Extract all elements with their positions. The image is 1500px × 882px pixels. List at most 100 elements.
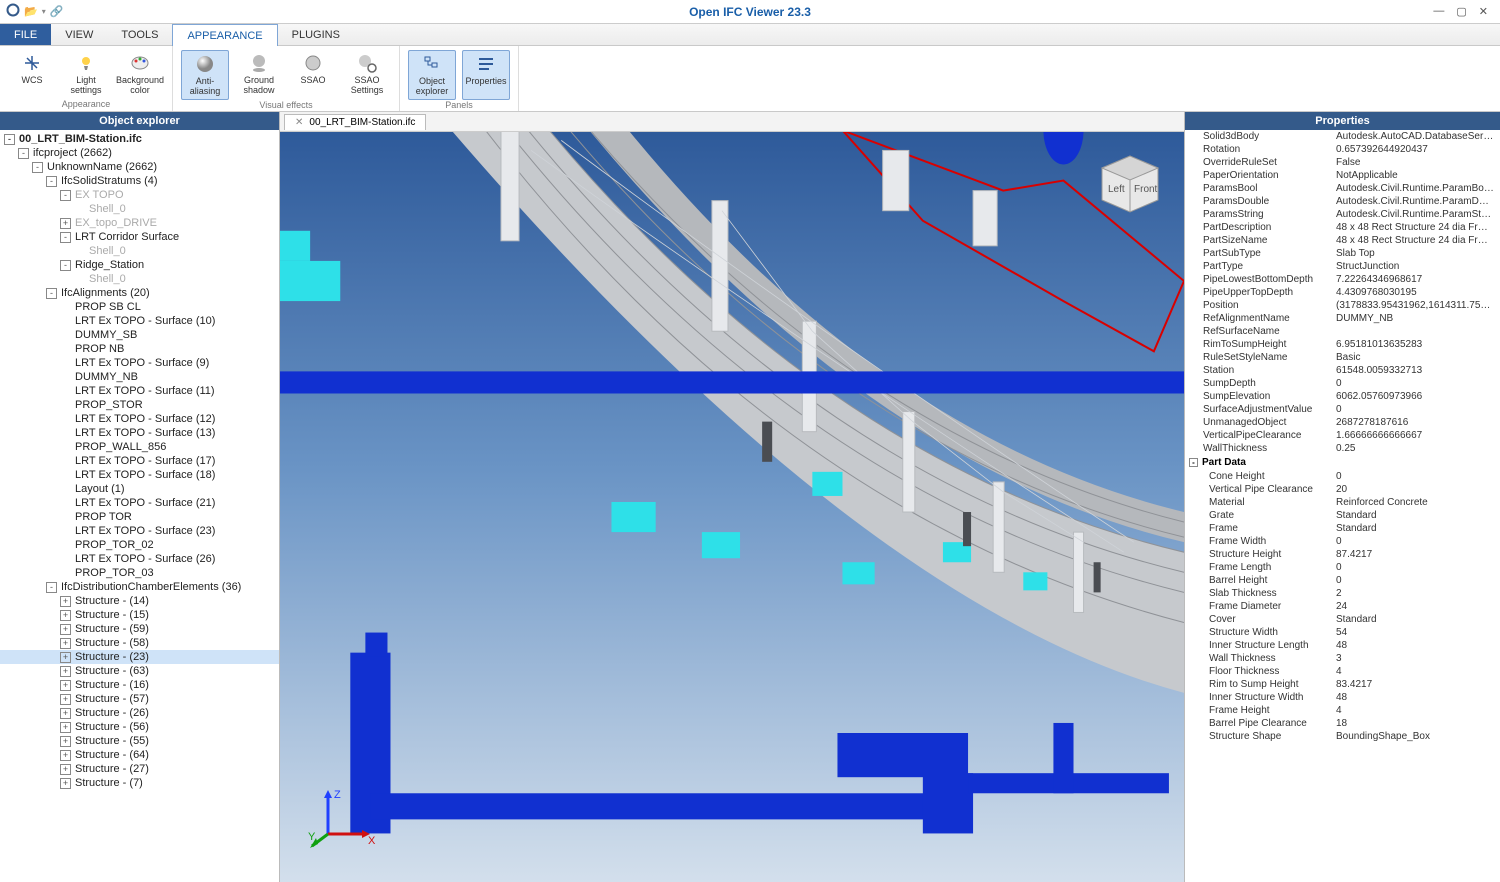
tree-row[interactable]: LRT Ex TOPO - Surface (11) [0,384,279,398]
expand-icon[interactable]: + [60,750,71,761]
expand-icon[interactable]: + [60,778,71,789]
tree-row[interactable]: +EX_topo_DRIVE [0,216,279,230]
object-tree[interactable]: -00_LRT_BIM-Station.ifc-ifcproject (2662… [0,130,279,882]
tree-row[interactable]: +Structure - (64) [0,748,279,762]
expand-icon[interactable]: - [32,162,43,173]
expand-icon[interactable]: - [18,148,29,159]
tree-row[interactable]: +Structure - (16) [0,678,279,692]
tree-row[interactable]: -IfcSolidStratums (4) [0,174,279,188]
expand-icon[interactable]: + [60,764,71,775]
tree-row[interactable]: +Structure - (58) [0,636,279,650]
close-button[interactable]: ✕ [1479,5,1488,18]
tree-row[interactable]: PROP TOR [0,510,279,524]
expand-icon[interactable]: - [60,260,71,271]
menu-plugins[interactable]: PLUGINS [278,24,354,45]
tree-row[interactable]: PROP_STOR [0,398,279,412]
tree-row[interactable]: LRT Ex TOPO - Surface (23) [0,524,279,538]
expand-icon[interactable]: - [46,176,57,187]
minimize-button[interactable]: — [1433,5,1444,18]
menu-file[interactable]: FILE [0,24,51,45]
tree-row[interactable]: +Structure - (63) [0,664,279,678]
collapse-icon[interactable]: - [1189,458,1198,467]
tree-row[interactable]: PROP SB CL [0,300,279,314]
tree-row[interactable]: +Structure - (7) [0,776,279,790]
tree-row[interactable]: -IfcDistributionChamberElements (36) [0,580,279,594]
tree-row[interactable]: Shell_0 [0,244,279,258]
ribbon-light-settings[interactable]: Light settings [62,50,110,98]
document-tab[interactable]: ✕ 00_LRT_BIM-Station.ifc [284,114,426,130]
expand-icon[interactable]: + [60,652,71,663]
expand-icon[interactable]: + [60,610,71,621]
expand-icon[interactable]: - [4,134,15,145]
folder-open-icon[interactable]: 📂 [24,5,38,18]
tree-row[interactable]: +Structure - (14) [0,594,279,608]
tree-row[interactable]: LRT Ex TOPO - Surface (12) [0,412,279,426]
tree-row[interactable]: +Structure - (56) [0,720,279,734]
properties-list[interactable]: Solid3dBodyAutodesk.AutoCAD.DatabaseServ… [1185,130,1500,882]
expand-icon[interactable]: + [60,722,71,733]
ribbon-wcs[interactable]: WCS [8,50,56,98]
close-icon[interactable]: ✕ [295,117,303,128]
tree-row[interactable]: -LRT Corridor Surface [0,230,279,244]
tree-row[interactable]: LRT Ex TOPO - Surface (18) [0,468,279,482]
tree-row[interactable]: PROP_TOR_03 [0,566,279,580]
tree-row[interactable]: LRT Ex TOPO - Surface (26) [0,552,279,566]
tree-row[interactable]: DUMMY_NB [0,370,279,384]
maximize-button[interactable]: ▢ [1456,5,1466,18]
ribbon-ground-shadow[interactable]: Ground shadow [235,50,283,100]
tree-row[interactable]: -ifcproject (2662) [0,146,279,160]
expand-icon[interactable]: + [60,694,71,705]
tree-row[interactable]: PROP_WALL_856 [0,440,279,454]
tree-row[interactable]: LRT Ex TOPO - Surface (10) [0,314,279,328]
property-value: Slab Top [1336,248,1494,259]
tree-row[interactable]: Shell_0 [0,202,279,216]
menu-view[interactable]: VIEW [51,24,107,45]
tree-row[interactable]: +Structure - (23) [0,650,279,664]
tree-row[interactable]: +Structure - (26) [0,706,279,720]
tree-row[interactable]: PROP NB [0,342,279,356]
tree-row[interactable]: LRT Ex TOPO - Surface (13) [0,426,279,440]
tree-row[interactable]: +Structure - (59) [0,622,279,636]
ribbon-ssao[interactable]: SSAO [289,50,337,100]
expand-icon[interactable]: + [60,638,71,649]
expand-icon[interactable]: + [60,680,71,691]
tree-row[interactable]: LRT Ex TOPO - Surface (21) [0,496,279,510]
expand-icon[interactable]: + [60,596,71,607]
tree-row[interactable]: +Structure - (57) [0,692,279,706]
menu-tools[interactable]: TOOLS [107,24,172,45]
tree-row[interactable]: -UnknownName (2662) [0,160,279,174]
viewport-3d[interactable]: Z X Y Left Front [280,132,1184,882]
link-icon[interactable]: 🔗 [50,5,64,18]
expand-icon[interactable]: + [60,218,71,229]
ribbon-background-color[interactable]: Background color [116,50,164,98]
expand-icon[interactable]: + [60,666,71,677]
view-cube[interactable]: Left Front [1092,148,1168,218]
property-section[interactable]: -Part Data [1185,455,1500,470]
tree-row[interactable]: -IfcAlignments (20) [0,286,279,300]
tree-row[interactable]: Layout (1) [0,482,279,496]
expand-icon[interactable]: + [60,624,71,635]
expand-icon[interactable]: - [60,190,71,201]
expand-icon[interactable]: - [46,582,57,593]
tree-row[interactable]: +Structure - (15) [0,608,279,622]
ribbon-ssao-settings[interactable]: SSAO Settings [343,50,391,100]
tree-row[interactable]: +Structure - (55) [0,734,279,748]
ribbon-object-explorer[interactable]: Object explorer [408,50,456,100]
tree-row[interactable]: LRT Ex TOPO - Surface (17) [0,454,279,468]
menu-appearance[interactable]: APPEARANCE [172,24,277,46]
tree-row[interactable]: LRT Ex TOPO - Surface (9) [0,356,279,370]
tree-row[interactable]: PROP_TOR_02 [0,538,279,552]
expand-icon[interactable]: + [60,736,71,747]
tree-row[interactable]: -Ridge_Station [0,258,279,272]
tree-row[interactable]: DUMMY_SB [0,328,279,342]
tree-row[interactable]: +Structure - (27) [0,762,279,776]
folder-dropdown-icon[interactable]: ▾ [42,7,46,16]
expand-icon[interactable]: + [60,708,71,719]
expand-icon[interactable]: - [60,232,71,243]
tree-row[interactable]: -00_LRT_BIM-Station.ifc [0,132,279,146]
tree-row[interactable]: -EX TOPO [0,188,279,202]
tree-row[interactable]: Shell_0 [0,272,279,286]
expand-icon[interactable]: - [46,288,57,299]
ribbon-antialiasing[interactable]: Anti- aliasing [181,50,229,100]
ribbon-properties[interactable]: Properties [462,50,510,100]
